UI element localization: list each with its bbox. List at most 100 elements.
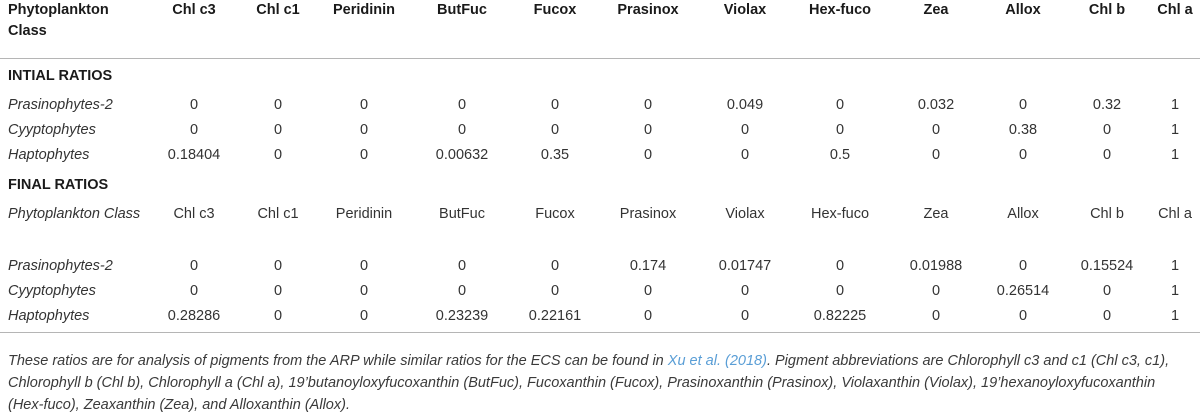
table-cell: 0 bbox=[643, 121, 653, 138]
table-cell: 0 bbox=[359, 121, 369, 138]
table-cell: 0.82225 bbox=[813, 307, 867, 324]
table-cell: 0 bbox=[1102, 146, 1112, 163]
table-cell: 0 bbox=[359, 96, 369, 113]
table-cell: 0 bbox=[835, 257, 845, 274]
section-label-initial: INTIAL RATIOS bbox=[8, 67, 113, 84]
table-cell: 0 bbox=[189, 121, 199, 138]
row-label: Cyyptophytes bbox=[8, 282, 96, 299]
table-cell: 0 bbox=[359, 146, 369, 163]
table-cell: 0 bbox=[550, 282, 560, 299]
header-pigment: Allox bbox=[1005, 2, 1041, 18]
footnote-text-before: These ratios are for analysis of pigment… bbox=[8, 353, 668, 369]
table-cell: 0 bbox=[1102, 307, 1112, 324]
table-cell: 0.26514 bbox=[996, 282, 1050, 299]
header-pigment: ButFuc bbox=[437, 2, 487, 18]
table-row: Prasinophytes-2 0 0 0 0 0 0 0.049 0 0.03… bbox=[0, 93, 1200, 118]
table-cell: 0 bbox=[835, 121, 845, 138]
table-row: Cyyptophytes 0 0 0 0 0 0 0 0 0 0.38 0 1 bbox=[0, 118, 1200, 143]
table-cell: 0 bbox=[359, 257, 369, 274]
table-cell: 0 bbox=[1018, 96, 1028, 113]
table-cell: 0.00632 bbox=[435, 146, 489, 163]
table-cell: 0.15524 bbox=[1080, 257, 1134, 274]
table-cell: 0 bbox=[457, 121, 467, 138]
table-cell: 0 bbox=[273, 282, 283, 299]
table-cell: 0 bbox=[643, 307, 653, 324]
subheader-pigment: Fucox bbox=[535, 205, 575, 222]
table-row: Prasinophytes-2 0 0 0 0 0 0.174 0.01747 … bbox=[0, 254, 1200, 279]
table-cell: 0 bbox=[740, 307, 750, 324]
table-cell: 1 bbox=[1170, 96, 1180, 113]
section-row-initial: INTIAL RATIOS bbox=[0, 58, 1200, 93]
table-cell: 0 bbox=[359, 307, 369, 324]
table-row: Cyyptophytes 0 0 0 0 0 0 0 0 0 0.26514 0… bbox=[0, 279, 1200, 304]
subheader-pigment: Chl b bbox=[1090, 205, 1124, 222]
subheader-phytoplankton-class: Phytoplankton Class bbox=[8, 205, 141, 222]
column-header-row: Phytoplankton Class Chl c3 Chl c1 Peridi… bbox=[0, 0, 1200, 58]
table-cell: 1 bbox=[1170, 146, 1180, 163]
table-cell: 0 bbox=[835, 96, 845, 113]
table-cell: 0 bbox=[931, 282, 941, 299]
table-cell: 0 bbox=[740, 121, 750, 138]
pigment-ratio-table: Phytoplankton Class Chl c3 Chl c1 Peridi… bbox=[0, 0, 1200, 332]
header-pigment: Chl c1 bbox=[256, 2, 300, 18]
table-cell: 0.032 bbox=[917, 96, 955, 113]
header-pigment: Violax bbox=[723, 2, 767, 18]
table-cell: 0.5 bbox=[829, 146, 851, 163]
table-cell: 0 bbox=[550, 257, 560, 274]
subheader-pigment: Prasinox bbox=[619, 205, 677, 222]
table-cell: 0 bbox=[273, 121, 283, 138]
table-cell: 0 bbox=[643, 146, 653, 163]
table-cell: 0 bbox=[550, 121, 560, 138]
section-label-final: FINAL RATIOS bbox=[8, 176, 109, 193]
header-pigment: Zea bbox=[923, 2, 949, 18]
header-pigment: Chl b bbox=[1088, 2, 1126, 18]
table-cell: 0.01747 bbox=[718, 257, 772, 274]
table-row: Haptophytes 0.28286 0 0 0.23239 0.22161 … bbox=[0, 304, 1200, 332]
subheader-pigment: Hex-fuco bbox=[810, 205, 870, 222]
table-cell: 0 bbox=[1102, 282, 1112, 299]
table-cell: 0 bbox=[550, 96, 560, 113]
row-label: Haptophytes bbox=[8, 146, 90, 163]
subheader-pigment: Allox bbox=[1007, 205, 1039, 222]
table-cell: 0 bbox=[273, 146, 283, 163]
table-cell: 0 bbox=[931, 121, 941, 138]
citation-link[interactable]: Xu et al. (2018) bbox=[667, 353, 767, 369]
table-cell: 0.22161 bbox=[528, 307, 582, 324]
table-cell: 0 bbox=[643, 96, 653, 113]
footnote-text-after: . Pigment abbreviations are Chlorophyll … bbox=[8, 353, 1170, 413]
header-pigment: Peridinin bbox=[332, 2, 396, 18]
table-cell: 0 bbox=[740, 146, 750, 163]
table-cell: 0 bbox=[1018, 307, 1028, 324]
table-row: Haptophytes 0.18404 0 0 0.00632 0.35 0 0… bbox=[0, 143, 1200, 168]
subheader-pigment: Peridinin bbox=[335, 205, 393, 222]
table-cell: 0 bbox=[273, 96, 283, 113]
table-cell: 0 bbox=[835, 282, 845, 299]
row-label: Prasinophytes-2 bbox=[8, 257, 113, 274]
header-phytoplankton-class: Phytoplankton Class bbox=[8, 2, 109, 39]
table-cell: 1 bbox=[1170, 257, 1180, 274]
table-cell: 0 bbox=[273, 307, 283, 324]
table-cell: 0 bbox=[189, 96, 199, 113]
subheader-pigment: Chl a bbox=[1158, 205, 1192, 222]
table-cell: 0 bbox=[189, 282, 199, 299]
table-cell: 0 bbox=[457, 257, 467, 274]
table-cell: 0 bbox=[931, 146, 941, 163]
subheader-pigment: ButFuc bbox=[439, 205, 485, 222]
table-cell: 0.18404 bbox=[167, 146, 221, 163]
table-cell: 0.28286 bbox=[167, 307, 221, 324]
table-cell: 0 bbox=[643, 282, 653, 299]
row-label: Cyyptophytes bbox=[8, 121, 96, 138]
table-cell: 0 bbox=[189, 257, 199, 274]
table-cell: 1 bbox=[1170, 121, 1180, 138]
final-subheader-row: Phytoplankton Class Chl c3 Chl c1 Peridi… bbox=[0, 202, 1200, 254]
table-cell: 0 bbox=[1102, 121, 1112, 138]
row-label: Prasinophytes-2 bbox=[8, 96, 113, 113]
table-cell: 0 bbox=[931, 307, 941, 324]
table-cell: 0.38 bbox=[1008, 121, 1038, 138]
subheader-pigment: Violax bbox=[725, 205, 765, 222]
table-cell: 0 bbox=[457, 282, 467, 299]
table-cell: 0 bbox=[1018, 146, 1028, 163]
table-cell: 0 bbox=[740, 282, 750, 299]
header-pigment: Hex-fuco bbox=[808, 2, 872, 18]
